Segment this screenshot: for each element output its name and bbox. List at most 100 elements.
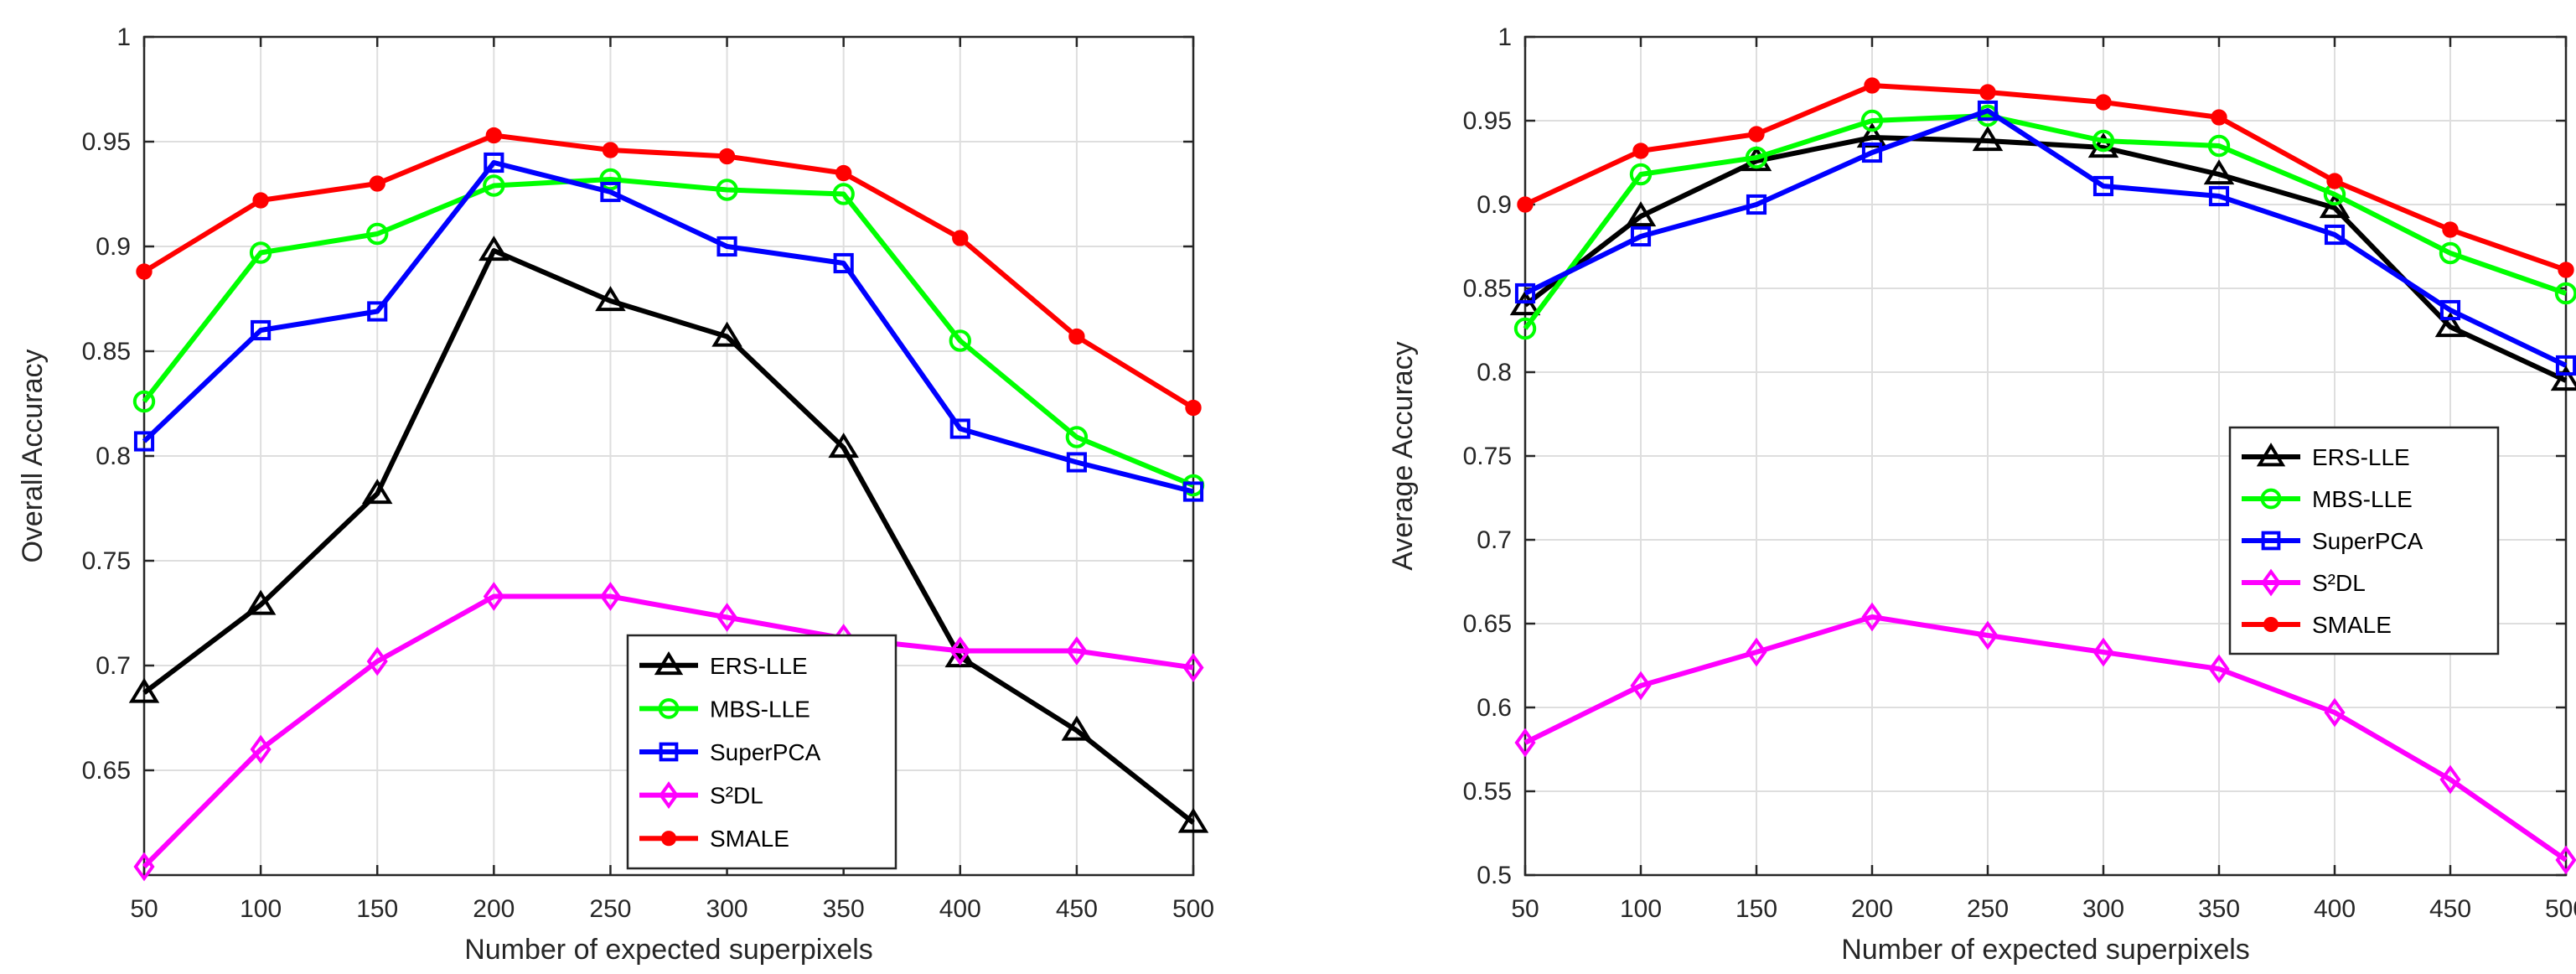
- data-point: [2550, 365, 2576, 391]
- y-tick-label: 0.65: [82, 757, 131, 785]
- x-tick-label: 450: [1056, 895, 1098, 923]
- legend-marker: [660, 831, 677, 847]
- y-tick-label: 0.8: [96, 443, 131, 470]
- series-s-dl: [1514, 602, 2576, 875]
- y-tick-label: 0.5: [1477, 862, 1512, 889]
- y-tick-label: 0.7: [96, 652, 131, 680]
- series-line: [142, 248, 1195, 825]
- legend-label: SuperPCA: [710, 739, 821, 765]
- legend: ERS-LLE MBS-LLE SuperPCA S²DL SMALE: [626, 634, 897, 870]
- x-tick-label: 250: [589, 895, 631, 923]
- x-axis-label: Number of expected superpixels: [464, 934, 873, 966]
- data-point: [1061, 715, 1093, 741]
- series-mbs-lle: [132, 168, 1205, 497]
- data-point: [1977, 620, 1999, 650]
- data-point: [1177, 807, 1209, 833]
- data-point: [1748, 126, 1765, 142]
- data-point: [1065, 426, 1089, 448]
- data-point: [1745, 146, 1768, 169]
- x-tick-label: 300: [2082, 895, 2124, 923]
- data-point: [716, 603, 738, 632]
- data-point: [1861, 142, 1883, 163]
- data-point: [366, 222, 389, 246]
- x-tick-label: 250: [1967, 895, 2009, 923]
- x-tick-label: 50: [1511, 895, 1539, 923]
- data-point: [952, 230, 969, 246]
- data-point: [2092, 175, 2114, 197]
- legend-label: S²DL: [2312, 570, 2366, 596]
- data-point: [1860, 109, 1884, 132]
- x-tick-label: 450: [2429, 895, 2471, 923]
- data-point: [600, 181, 621, 203]
- data-point: [1068, 328, 1085, 345]
- legend-label: S²DL: [710, 783, 763, 809]
- data-point: [2439, 241, 2462, 265]
- data-point: [599, 582, 621, 611]
- legend-label: ERS-LLE: [2312, 444, 2410, 470]
- data-point: [1517, 196, 1534, 213]
- data-point: [711, 321, 742, 347]
- data-point: [1972, 126, 2004, 152]
- x-tick-label: 350: [823, 895, 865, 923]
- data-point: [2211, 109, 2227, 126]
- data-point: [1629, 163, 1653, 186]
- series-line: [1523, 113, 2567, 330]
- y-tick-label: 0.55: [1463, 778, 1512, 806]
- data-point: [949, 329, 971, 352]
- y-tick-label: 0.6: [1477, 694, 1512, 722]
- data-point: [2208, 185, 2230, 207]
- data-point: [2092, 129, 2115, 153]
- data-point: [1632, 142, 1649, 159]
- data-point: [369, 175, 385, 192]
- data-point: [718, 148, 736, 165]
- data-point: [2555, 845, 2576, 875]
- data-point: [1861, 602, 1883, 632]
- data-point: [2208, 654, 2230, 684]
- x-tick-label: 350: [2198, 895, 2240, 923]
- x-tick-label: 500: [1172, 895, 1214, 923]
- legend-label: ERS-LLE: [710, 653, 808, 679]
- y-tick-label: 0.75: [82, 547, 131, 575]
- legend: ERS-LLE MBS-LLE SuperPCA S²DL SMALE: [2228, 426, 2500, 655]
- y-tick-label: 1: [1497, 23, 1512, 51]
- data-point: [2203, 159, 2235, 185]
- y-tick-label: 0.85: [82, 338, 131, 365]
- x-tick-label: 100: [240, 895, 282, 923]
- series-line: [142, 160, 1194, 495]
- series-smale: [136, 127, 1202, 417]
- data-point: [2207, 134, 2231, 158]
- data-point: [835, 164, 852, 182]
- legend-label: MBS-LLE: [710, 696, 810, 722]
- data-point: [136, 263, 153, 280]
- y-tick-label: 0.9: [96, 233, 131, 261]
- data-point: [833, 252, 854, 274]
- y-tick-label: 0.85: [1463, 275, 1512, 303]
- data-point: [2095, 94, 2112, 111]
- series-line: [1523, 108, 2568, 368]
- y-tick-label: 0.65: [1463, 610, 1512, 638]
- x-tick-label: 200: [473, 895, 515, 923]
- data-point: [1856, 122, 1888, 148]
- data-point: [716, 179, 738, 201]
- data-point: [252, 192, 269, 209]
- legend-marker: [658, 698, 680, 719]
- data-point: [1977, 100, 1999, 122]
- data-point: [2554, 282, 2576, 305]
- data-point: [1514, 282, 1536, 304]
- data-point: [716, 236, 737, 257]
- data-point: [599, 168, 622, 191]
- data-point: [245, 589, 277, 615]
- data-point: [133, 431, 155, 452]
- y-tick-label: 0.95: [82, 128, 131, 156]
- data-point: [1066, 452, 1087, 473]
- y-tick-label: 0.9: [1477, 191, 1512, 219]
- x-tick-label: 500: [2545, 895, 2576, 923]
- legend-label: MBS-LLE: [2312, 486, 2413, 512]
- legend-marker: [2263, 616, 2279, 633]
- legend-label: SMALE: [2312, 612, 2392, 638]
- data-point: [595, 286, 626, 312]
- x-tick-label: 50: [130, 895, 158, 923]
- data-point: [1513, 317, 1537, 340]
